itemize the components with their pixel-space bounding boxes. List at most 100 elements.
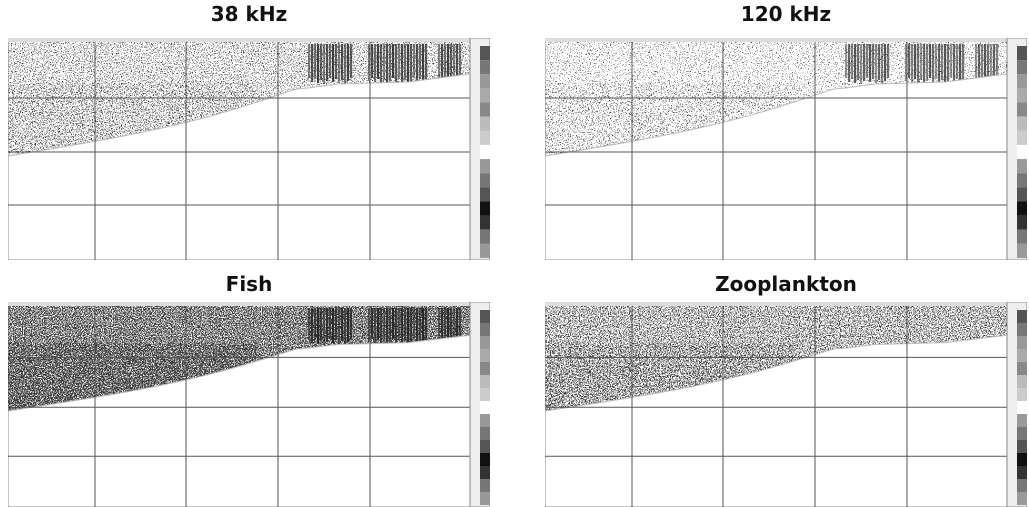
school-streak [447,308,449,340]
school-streak [347,44,349,81]
color-step [480,46,490,60]
school-streak [386,308,388,345]
school-streak [863,44,865,81]
color-scale [1007,302,1027,507]
school-streak [314,308,316,340]
school-streak [323,44,325,84]
color-step [480,466,490,479]
color-step [480,375,490,388]
school-streak [419,308,421,340]
color-step [480,414,490,427]
school-streak [413,44,415,78]
school-streak [392,44,394,78]
school-streak [860,44,862,84]
echogram [545,38,1027,260]
school-streak [389,308,391,342]
color-step [1017,74,1027,88]
school-streak [438,308,440,342]
school-streak [416,44,418,82]
school-streak [935,44,937,79]
color-step [480,310,490,323]
header-strip [8,38,470,42]
school-streak [866,44,868,78]
color-step [1017,88,1027,102]
school-streak [308,44,310,78]
school-streak [407,44,409,84]
color-step [1017,159,1027,173]
school-streak [326,44,328,81]
school-streak [422,44,424,83]
school-streak [395,308,397,343]
color-step [1017,349,1027,362]
school-streak [314,44,316,79]
school-streak [926,44,928,81]
color-step [480,74,490,88]
school-streak [938,44,940,83]
school-streak [947,44,949,81]
school-streak [341,44,343,80]
color-scale [470,302,490,507]
color-step [1017,310,1027,323]
color-step [480,117,490,131]
color-step [480,173,490,187]
color-step [480,103,490,117]
school-streak [944,44,946,84]
color-step [1017,145,1027,159]
school-streak [981,44,983,82]
school-streak [441,308,443,339]
school-streak [350,308,352,339]
color-step [1017,388,1027,401]
color-step [480,479,490,492]
school-streak [311,308,313,343]
color-step [480,60,490,74]
school-streak [887,44,889,78]
school-streak [425,308,427,341]
color-step [480,349,490,362]
color-step [480,201,490,215]
color-step [480,440,490,453]
color-step [480,401,490,414]
school-streak [392,308,394,339]
school-streak [950,44,952,78]
school-streak [323,308,325,345]
school-streak [377,308,379,340]
school-streak [383,44,385,80]
school-streak [374,308,376,343]
color-step [1017,479,1027,492]
school-streak [335,308,337,340]
school-streak [371,308,373,339]
panel-title: 120 kHz [545,2,1027,26]
color-step [480,492,490,505]
school-streak [851,44,853,79]
school-streak [453,44,455,80]
school-streak [911,44,913,82]
color-step [1017,492,1027,505]
school-streak [929,44,931,78]
color-step [1017,46,1027,60]
color-step [1017,375,1027,388]
school-streak [413,308,415,339]
school-streak [908,44,910,78]
school-streak [878,44,880,80]
color-step [1017,362,1027,375]
color-step [1017,453,1027,466]
school-streak [332,308,334,343]
panel-title: Fish [8,272,490,296]
school-streak [914,44,916,79]
color-step [1017,117,1027,131]
echogram [8,302,490,507]
school-streak [956,44,958,79]
panel-title: Zooplankton [545,272,1027,296]
school-streak [923,44,925,84]
school-streak [953,44,955,82]
school-streak [401,44,403,83]
school-streak [869,44,871,82]
school-streak [416,308,418,343]
school-streak [425,44,427,80]
school-streak [404,44,406,80]
header-strip [545,38,1007,42]
school-streak [422,308,424,344]
school-streak [389,44,391,81]
school-streak [338,308,340,344]
school-streak [335,44,337,79]
